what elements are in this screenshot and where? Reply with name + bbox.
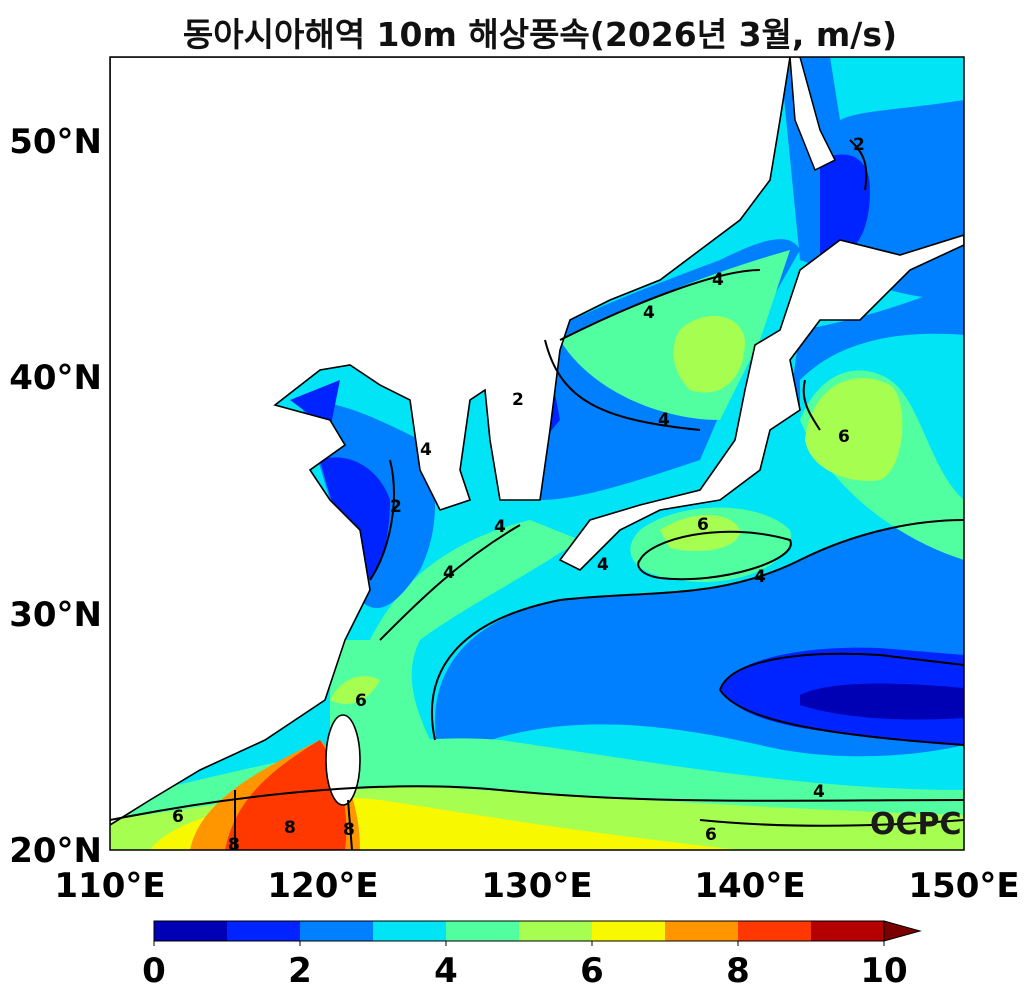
y-tick-label: 30°N xyxy=(9,595,102,635)
colorbar-swatch xyxy=(300,921,374,941)
colorbar-tick-label: 8 xyxy=(726,951,750,991)
contour-label: 4 xyxy=(754,567,766,587)
colorbar-extend-arrow xyxy=(883,920,922,942)
colorbar-swatch xyxy=(373,921,447,941)
field-3-4 xyxy=(830,57,964,120)
contour-label: 6 xyxy=(697,515,709,535)
map-frame xyxy=(109,56,965,851)
colorbar-swatch xyxy=(154,921,228,941)
contour-label: 8 xyxy=(343,820,355,840)
field-5-6 xyxy=(673,316,745,393)
ocpc-logo: OCPC xyxy=(870,807,962,842)
contour-label: 2 xyxy=(512,390,524,410)
field-5-6 xyxy=(805,378,903,481)
x-tick-label: 110°E xyxy=(54,866,165,906)
contour-label: 2 xyxy=(853,135,865,155)
y-tick-label: 40°N xyxy=(9,358,102,398)
land-taiwan xyxy=(325,714,361,806)
colorbar-tick-label: 0 xyxy=(142,951,166,991)
colorbar-swatch xyxy=(738,921,812,941)
x-tick-label: 120°E xyxy=(267,866,378,906)
x-axis-ticks: 110°E 120°E 130°E 140°E 150°E xyxy=(54,866,1019,906)
contour-label: 6 xyxy=(838,427,850,447)
field-4-5 xyxy=(330,520,580,760)
colorbar-swatch xyxy=(227,921,301,941)
colorbar-tick-label: 10 xyxy=(860,951,907,991)
contour-label: 2 xyxy=(390,497,402,517)
field-5-6 xyxy=(330,676,380,704)
contour-label: 4 xyxy=(658,410,670,430)
colorbar-tick-labels: 0 2 4 6 8 10 xyxy=(142,951,908,991)
contour-label: 6 xyxy=(172,807,184,827)
contour-label: 4 xyxy=(813,782,825,802)
y-axis-ticks: 20°N 30°N 40°N 50°N xyxy=(9,122,102,871)
y-tick-label: 20°N xyxy=(9,831,102,871)
colorbar-swatch xyxy=(519,921,593,941)
colorbar-swatch xyxy=(446,921,520,941)
contour-lines xyxy=(110,139,964,850)
colorbar-tick-label: 4 xyxy=(434,951,458,991)
contour-label: 4 xyxy=(420,440,432,460)
contour-label: 6 xyxy=(355,691,367,711)
contour-label: 4 xyxy=(443,563,455,583)
x-tick-label: 130°E xyxy=(481,866,592,906)
colorbar-tick-label: 2 xyxy=(288,951,312,991)
colorbar-tick-label: 6 xyxy=(580,951,604,991)
map-title: 동아시아해역 10m 해상풍속(2026년 3월, m/s) xyxy=(182,15,898,54)
x-tick-label: 140°E xyxy=(694,866,805,906)
colorbar-swatch xyxy=(665,921,739,941)
colorbar-swatch xyxy=(592,921,666,941)
contour-label: 8 xyxy=(284,818,296,838)
colorbar-outline xyxy=(153,920,885,942)
wind-field xyxy=(110,57,964,850)
contour-label: 4 xyxy=(494,517,506,537)
land-japan xyxy=(558,234,964,571)
y-tick-label: 50°N xyxy=(9,122,102,162)
x-tick-label: 150°E xyxy=(908,866,1019,906)
contour-label: 6 xyxy=(705,825,717,845)
contour-label: 4 xyxy=(643,303,655,323)
land-sakhalin xyxy=(789,57,837,172)
contour-label: 8 xyxy=(228,835,240,855)
field-0-1 xyxy=(800,683,964,720)
contour-labels: 2 2 2 4 4 4 4 4 4 4 4 4 6 6 6 6 6 8 8 8 xyxy=(172,135,865,855)
field-8-9 xyxy=(225,740,347,850)
logo-text: OCPC xyxy=(870,807,962,842)
colorbar xyxy=(153,920,922,946)
land-asia-mainland xyxy=(110,57,791,826)
contour-label: 4 xyxy=(597,555,609,575)
colorbar-swatch xyxy=(811,921,885,941)
field-1-2 xyxy=(290,380,340,430)
field-1-2 xyxy=(820,154,870,260)
contour-label: 4 xyxy=(712,270,724,290)
field-1-2 xyxy=(320,457,390,580)
